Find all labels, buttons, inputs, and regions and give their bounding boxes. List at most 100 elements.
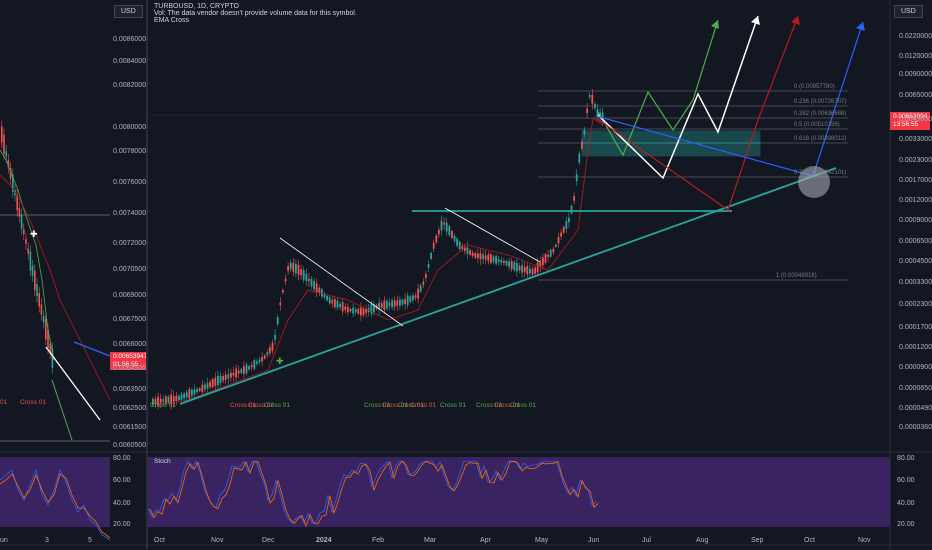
candle-body: [568, 217, 570, 223]
ema-cross-label: Cross 01: [364, 402, 391, 409]
left-chart-canvas[interactable]: ✚: [0, 0, 146, 550]
candle-body: [386, 300, 388, 309]
candle-body: [422, 281, 425, 285]
ema-cross-indicator[interactable]: EMA Cross: [154, 17, 190, 24]
ascending-trendline[interactable]: [179, 167, 837, 405]
candle-body: [9, 168, 12, 179]
candle-body: [562, 226, 565, 233]
candle-body: [503, 260, 505, 264]
candle-body: [458, 241, 461, 250]
blue-arrowhead: [856, 22, 865, 31]
candle-body: [482, 254, 484, 260]
main-chart-canvas[interactable]: ✚: [148, 0, 932, 550]
candle-body: [591, 94, 594, 104]
white-arrowhead: [751, 16, 760, 25]
candle-body: [536, 262, 539, 273]
candle-body: [336, 300, 339, 308]
candle-body: [448, 225, 451, 236]
candle-body: [588, 94, 591, 98]
candle-body: [596, 109, 599, 116]
candle-body: [474, 252, 477, 258]
ema-cross-label: Cross 01: [494, 402, 521, 409]
candle-body: [521, 265, 523, 273]
chart-legend[interactable]: TURBOUSD, 1D, CRYPTO Vol: The data vendo…: [154, 3, 357, 24]
left-last-price: 0.00653947: [113, 353, 146, 360]
candle-body: [300, 269, 302, 276]
main-last-price-tag: 0.00653994 13:56:55: [890, 112, 931, 130]
candle-body: [419, 285, 422, 292]
pane-divider[interactable]: [146, 0, 148, 550]
symbol-title[interactable]: TURBOUSD, 1D, CRYPTO: [154, 3, 239, 10]
candle-body: [5, 151, 7, 157]
candle-body: [425, 274, 427, 279]
candle-body: [378, 302, 380, 310]
candle-body: [321, 289, 323, 297]
candle-body: [451, 231, 453, 238]
downtrend-line-2[interactable]: [444, 207, 541, 263]
forecast-green-path[interactable]: [597, 19, 719, 157]
candle-body: [295, 263, 297, 274]
candle-body: [404, 298, 406, 304]
target-highlight-circle[interactable]: [798, 166, 830, 198]
fib-level-label: 0.5 (0.00510356): [794, 122, 840, 128]
forecast-red-path[interactable]: [595, 15, 799, 211]
left-chart-pane[interactable]: ✚ USD 0.00653947 01:56:55 Cross 01 01 0.…: [0, 0, 146, 550]
candle-body: [331, 299, 334, 304]
red-arrowhead: [791, 16, 800, 25]
candle-body: [565, 221, 568, 229]
candle-body: [282, 289, 284, 293]
ema-cross-label: Cross 01: [230, 402, 257, 409]
candle-body: [495, 256, 497, 264]
candle-body: [217, 375, 219, 386]
target-zone-box[interactable]: [581, 130, 761, 157]
candle-body: [471, 252, 474, 256]
candle-body: [45, 318, 47, 340]
candle-body: [500, 260, 503, 263]
candle-body: [250, 365, 253, 368]
candle-body: [214, 377, 217, 386]
candle-body: [40, 304, 43, 315]
candle-body: [232, 372, 235, 376]
candle-body: [334, 299, 336, 307]
candle-body: [191, 389, 193, 396]
candle-body: [557, 236, 560, 244]
left-candles: [1, 120, 54, 374]
forecast-white-path[interactable]: [597, 15, 759, 180]
candle-body: [196, 389, 198, 393]
left-currency-button[interactable]: USD: [114, 5, 143, 18]
candle-body: [516, 263, 518, 272]
candle-body: [484, 255, 487, 260]
ema-cross-label: Cross 01: [440, 402, 467, 409]
candle-body: [211, 379, 214, 388]
candle-body: [3, 134, 5, 154]
candle-body: [188, 389, 191, 399]
candle-body: [7, 159, 10, 168]
candle-body: [183, 393, 185, 399]
candle-body: [159, 398, 162, 403]
main-currency-button[interactable]: USD: [894, 5, 923, 18]
main-time-tick: Feb: [372, 537, 385, 544]
candle-body: [224, 374, 227, 380]
ema-cross-label: Cross 02: [248, 402, 275, 409]
candle-body: [360, 307, 362, 316]
candle-body: [170, 394, 172, 404]
main-chart-pane[interactable]: ✚ TURBOUSD, 1D, CRYPTO Vol: The data ven…: [148, 0, 932, 550]
stoch-label[interactable]: Stoch: [154, 458, 171, 465]
candle-body: [323, 293, 326, 298]
downtrend-line-1[interactable]: [279, 237, 404, 327]
main-time-tick: Nov: [858, 537, 871, 544]
candle-body: [594, 104, 596, 108]
candle-body: [505, 260, 508, 266]
candle-body: [388, 302, 391, 306]
candle-body: [341, 302, 344, 312]
candle-body: [357, 308, 360, 314]
